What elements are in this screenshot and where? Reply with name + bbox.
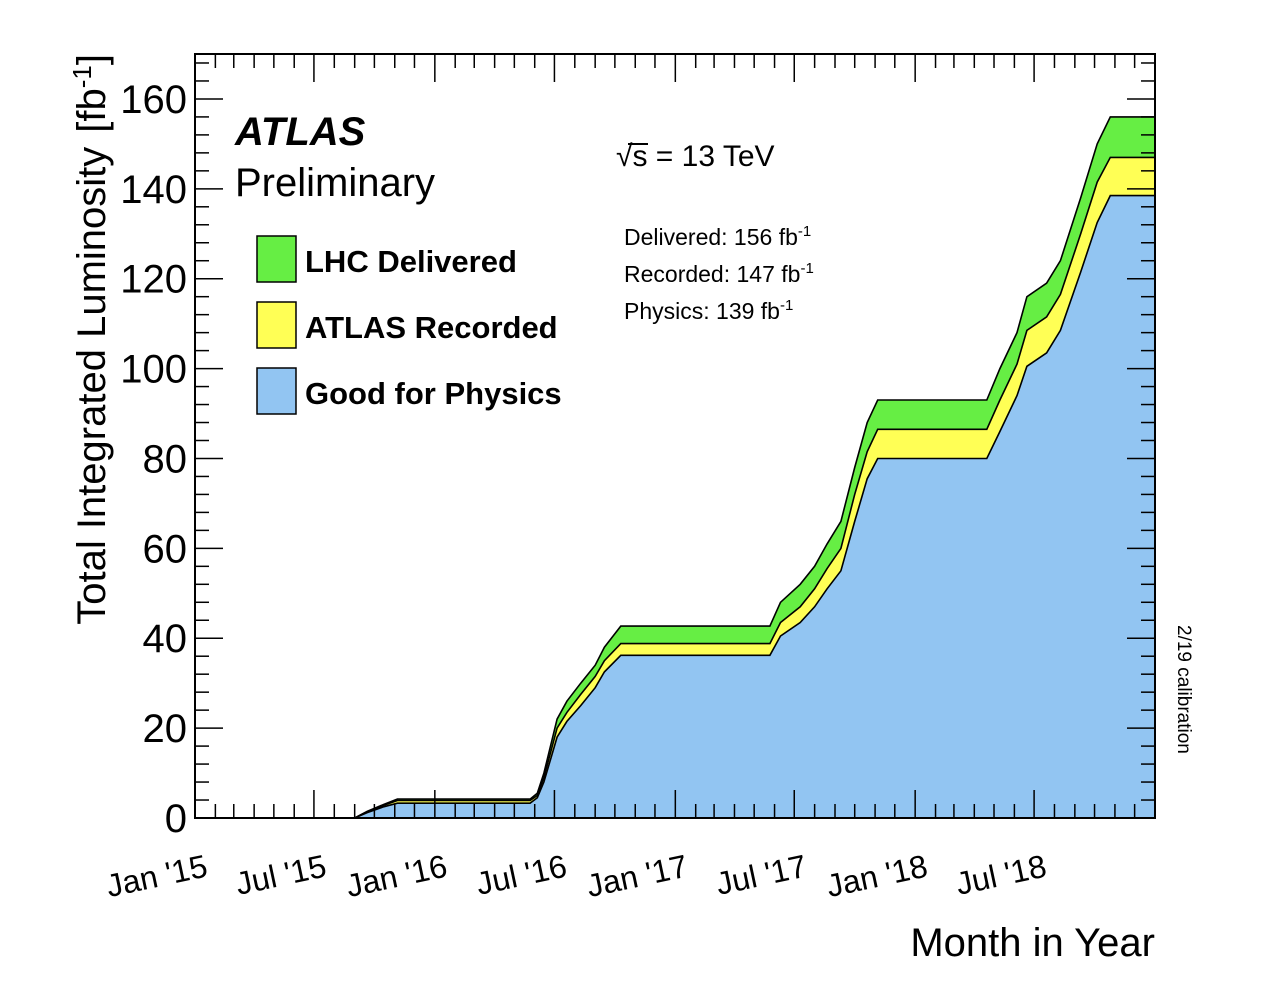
y-tick-label: 140 bbox=[120, 168, 187, 212]
y-axis-label-main: Total Integrated Luminosity bbox=[70, 147, 114, 625]
energy-value: s = 13 TeV bbox=[632, 140, 774, 173]
summary-line: Delivered: 156 fb-1 bbox=[624, 223, 811, 250]
summary-unit-exponent: -1 bbox=[800, 260, 813, 277]
experiment-label: ATLAS bbox=[234, 110, 366, 154]
x-tick-label: Jul '16 bbox=[473, 848, 570, 902]
summary-value: Physics: 139 fb bbox=[624, 298, 780, 324]
x-tick-label: Jan '16 bbox=[343, 848, 450, 904]
y-axis-label: Total Integrated Luminosity [fb-1] bbox=[67, 54, 114, 625]
y-tick-label: 20 bbox=[143, 707, 188, 751]
legend-label: ATLAS Recorded bbox=[305, 310, 558, 345]
y-axis-label-unit-close: ] bbox=[70, 54, 114, 65]
y-tick-label: 0 bbox=[165, 797, 187, 841]
summary-value: Recorded: 147 fb bbox=[624, 261, 800, 287]
summary-unit-exponent: -1 bbox=[780, 297, 793, 314]
legend-label: LHC Delivered bbox=[305, 244, 517, 279]
x-axis-label: Month in Year bbox=[910, 921, 1155, 965]
x-tick-label: Jul '15 bbox=[232, 848, 329, 902]
series-outline-group bbox=[195, 116, 1155, 819]
summary-value: Delivered: 156 fb bbox=[624, 224, 798, 250]
x-tick-label: Jan '15 bbox=[103, 848, 210, 904]
x-tick-label: Jan '17 bbox=[583, 848, 690, 904]
status-label: Preliminary bbox=[235, 161, 435, 205]
legend-label: Good for Physics bbox=[305, 376, 562, 411]
area-series-3 bbox=[195, 195, 1155, 819]
y-tick-label: 80 bbox=[143, 437, 188, 481]
y-tick-label: 120 bbox=[120, 258, 187, 302]
x-tick-label: Jan '18 bbox=[823, 848, 930, 904]
y-tick-label: 60 bbox=[143, 527, 188, 571]
y-tick-label: 160 bbox=[120, 78, 187, 122]
legend-swatch bbox=[256, 301, 297, 349]
legend: LHC Delivered ATLAS Recorded Good for Phys… bbox=[256, 235, 562, 415]
y-axis: 0 20 40 60 80 100 120 140 160 bbox=[120, 62, 1155, 841]
y-axis-label-unit-exponent: -1 bbox=[67, 65, 97, 88]
area-series-group bbox=[195, 116, 1155, 819]
y-tick-label: 100 bbox=[120, 348, 187, 392]
legend-swatch bbox=[256, 367, 297, 415]
energy-label: √s = 13 TeV bbox=[616, 140, 775, 173]
calibration-note: 2/19 calibration bbox=[1173, 625, 1194, 754]
y-tick-label: 40 bbox=[143, 617, 188, 661]
summary-line: Physics: 139 fb-1 bbox=[624, 297, 793, 324]
y-axis-label-unit: [fb bbox=[70, 88, 114, 132]
legend-swatch bbox=[256, 235, 297, 283]
series-outline-1 bbox=[195, 116, 1155, 819]
x-tick-label: Jul '18 bbox=[953, 848, 1050, 902]
summary-line: Recorded: 147 fb-1 bbox=[624, 260, 814, 287]
x-tick-label: Jul '17 bbox=[713, 848, 810, 902]
sqrt-symbol: √ bbox=[616, 140, 633, 173]
series-outline-3 bbox=[195, 194, 1155, 819]
series-outline-2 bbox=[195, 156, 1155, 819]
summary-unit-exponent: -1 bbox=[798, 223, 811, 240]
